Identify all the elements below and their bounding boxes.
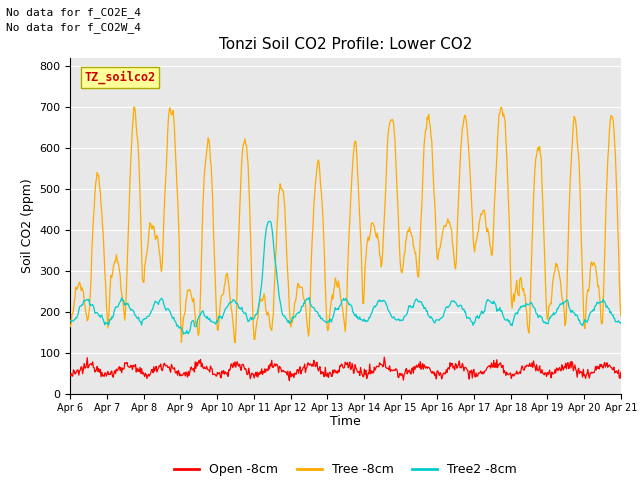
Y-axis label: Soil CO2 (ppm): Soil CO2 (ppm) [21, 178, 34, 273]
Text: No data for f_CO2W_4: No data for f_CO2W_4 [6, 22, 141, 33]
Text: TZ_soilco2: TZ_soilco2 [84, 71, 156, 84]
X-axis label: Time: Time [330, 415, 361, 428]
Title: Tonzi Soil CO2 Profile: Lower CO2: Tonzi Soil CO2 Profile: Lower CO2 [219, 37, 472, 52]
Legend: Open -8cm, Tree -8cm, Tree2 -8cm: Open -8cm, Tree -8cm, Tree2 -8cm [169, 458, 522, 480]
Text: No data for f_CO2E_4: No data for f_CO2E_4 [6, 7, 141, 18]
